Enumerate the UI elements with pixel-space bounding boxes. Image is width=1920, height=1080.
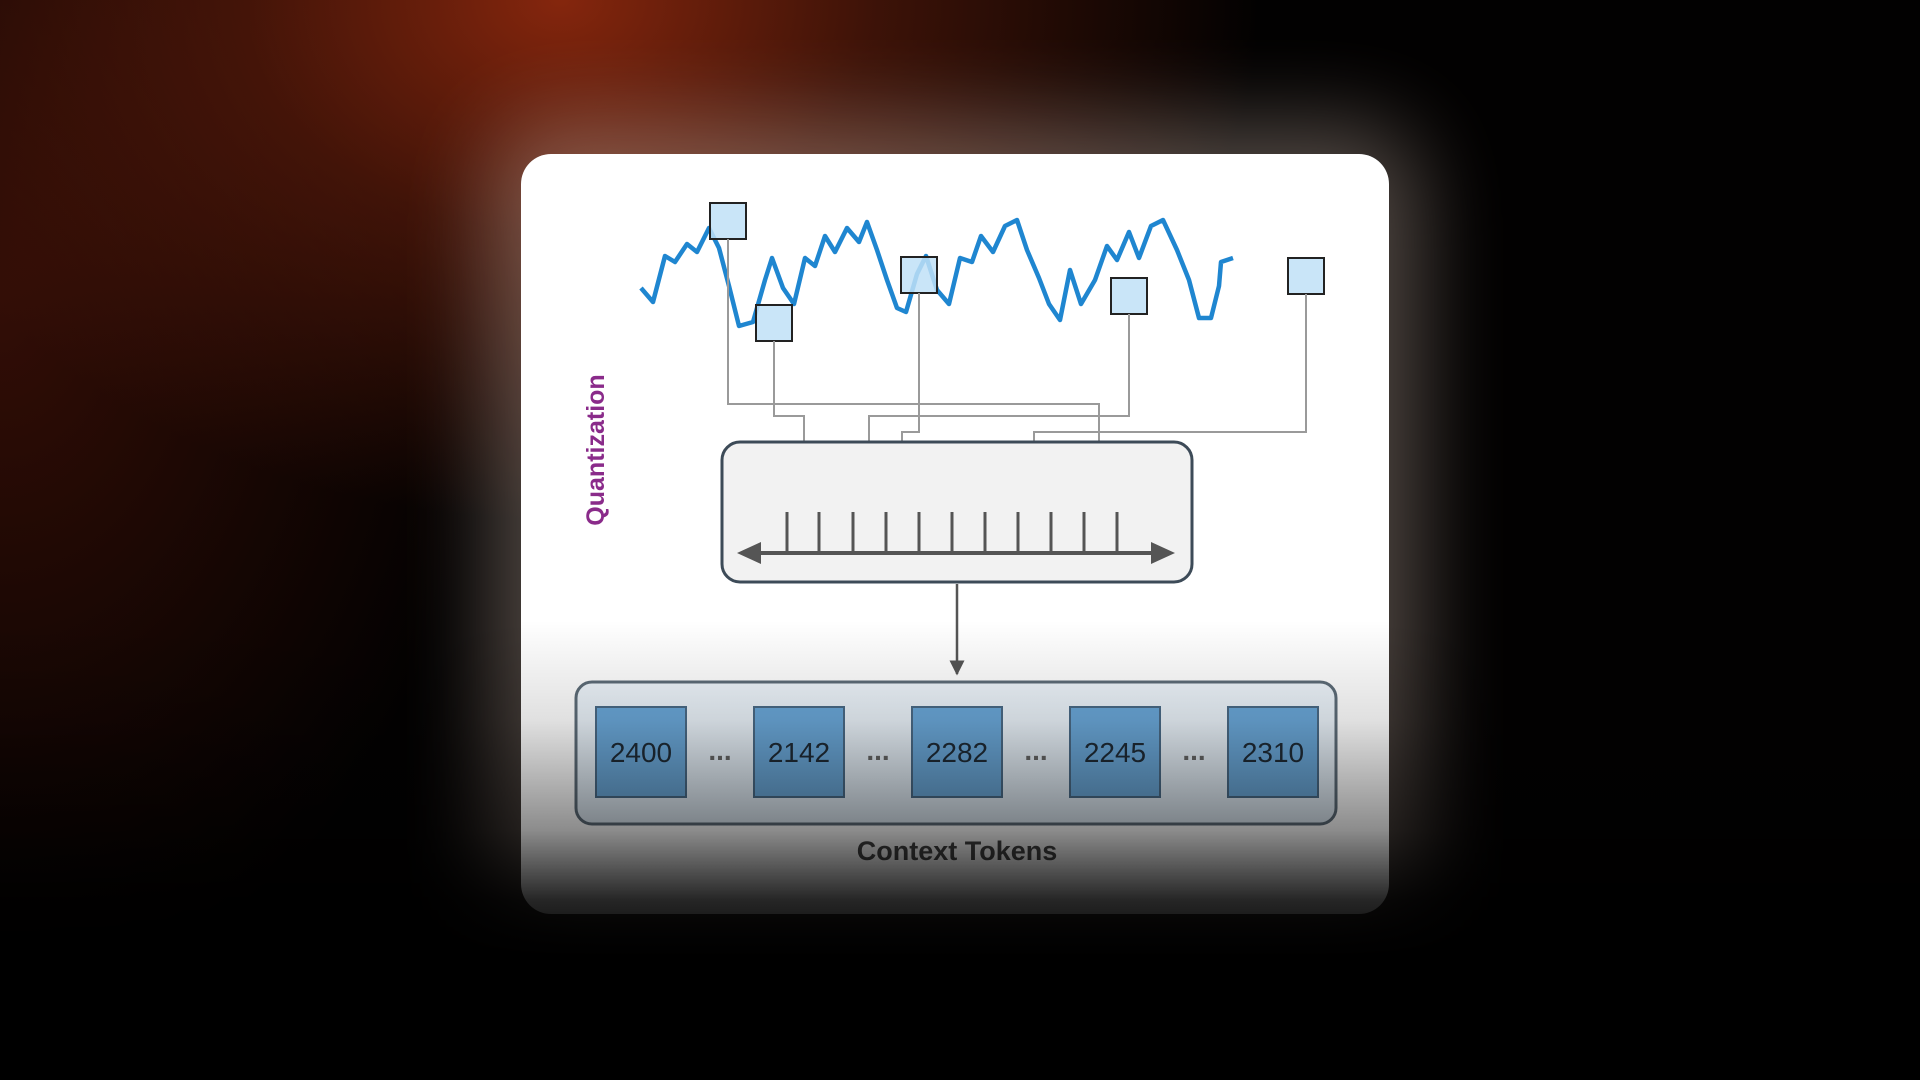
sample-marker — [709, 202, 747, 240]
token-ellipsis: ... — [708, 735, 731, 766]
sample-marker — [900, 256, 938, 294]
diagram-card: Quantization 2400... 2142... 2282... 2245..… — [521, 154, 1389, 914]
token-ellipsis: ... — [1182, 735, 1205, 766]
sample-marker — [1110, 277, 1148, 315]
token-value: 2142 — [768, 737, 830, 768]
token-value: 2245 — [1084, 737, 1146, 768]
context-tokens-caption: Context Tokens — [857, 836, 1058, 866]
token-value: 2400 — [610, 737, 672, 768]
quantization-label: Quantization — [582, 374, 610, 525]
token-ellipsis: ... — [866, 735, 889, 766]
token-value: 2282 — [926, 737, 988, 768]
quantization-diagram: Quantization 2400... 2142... 2282... 2245..… — [574, 202, 1338, 866]
sample-marker — [1287, 257, 1325, 295]
quantization-box — [720, 440, 1194, 584]
token-ellipsis: ... — [1024, 735, 1047, 766]
token-value: 2310 — [1242, 737, 1304, 768]
sample-marker — [755, 304, 793, 342]
